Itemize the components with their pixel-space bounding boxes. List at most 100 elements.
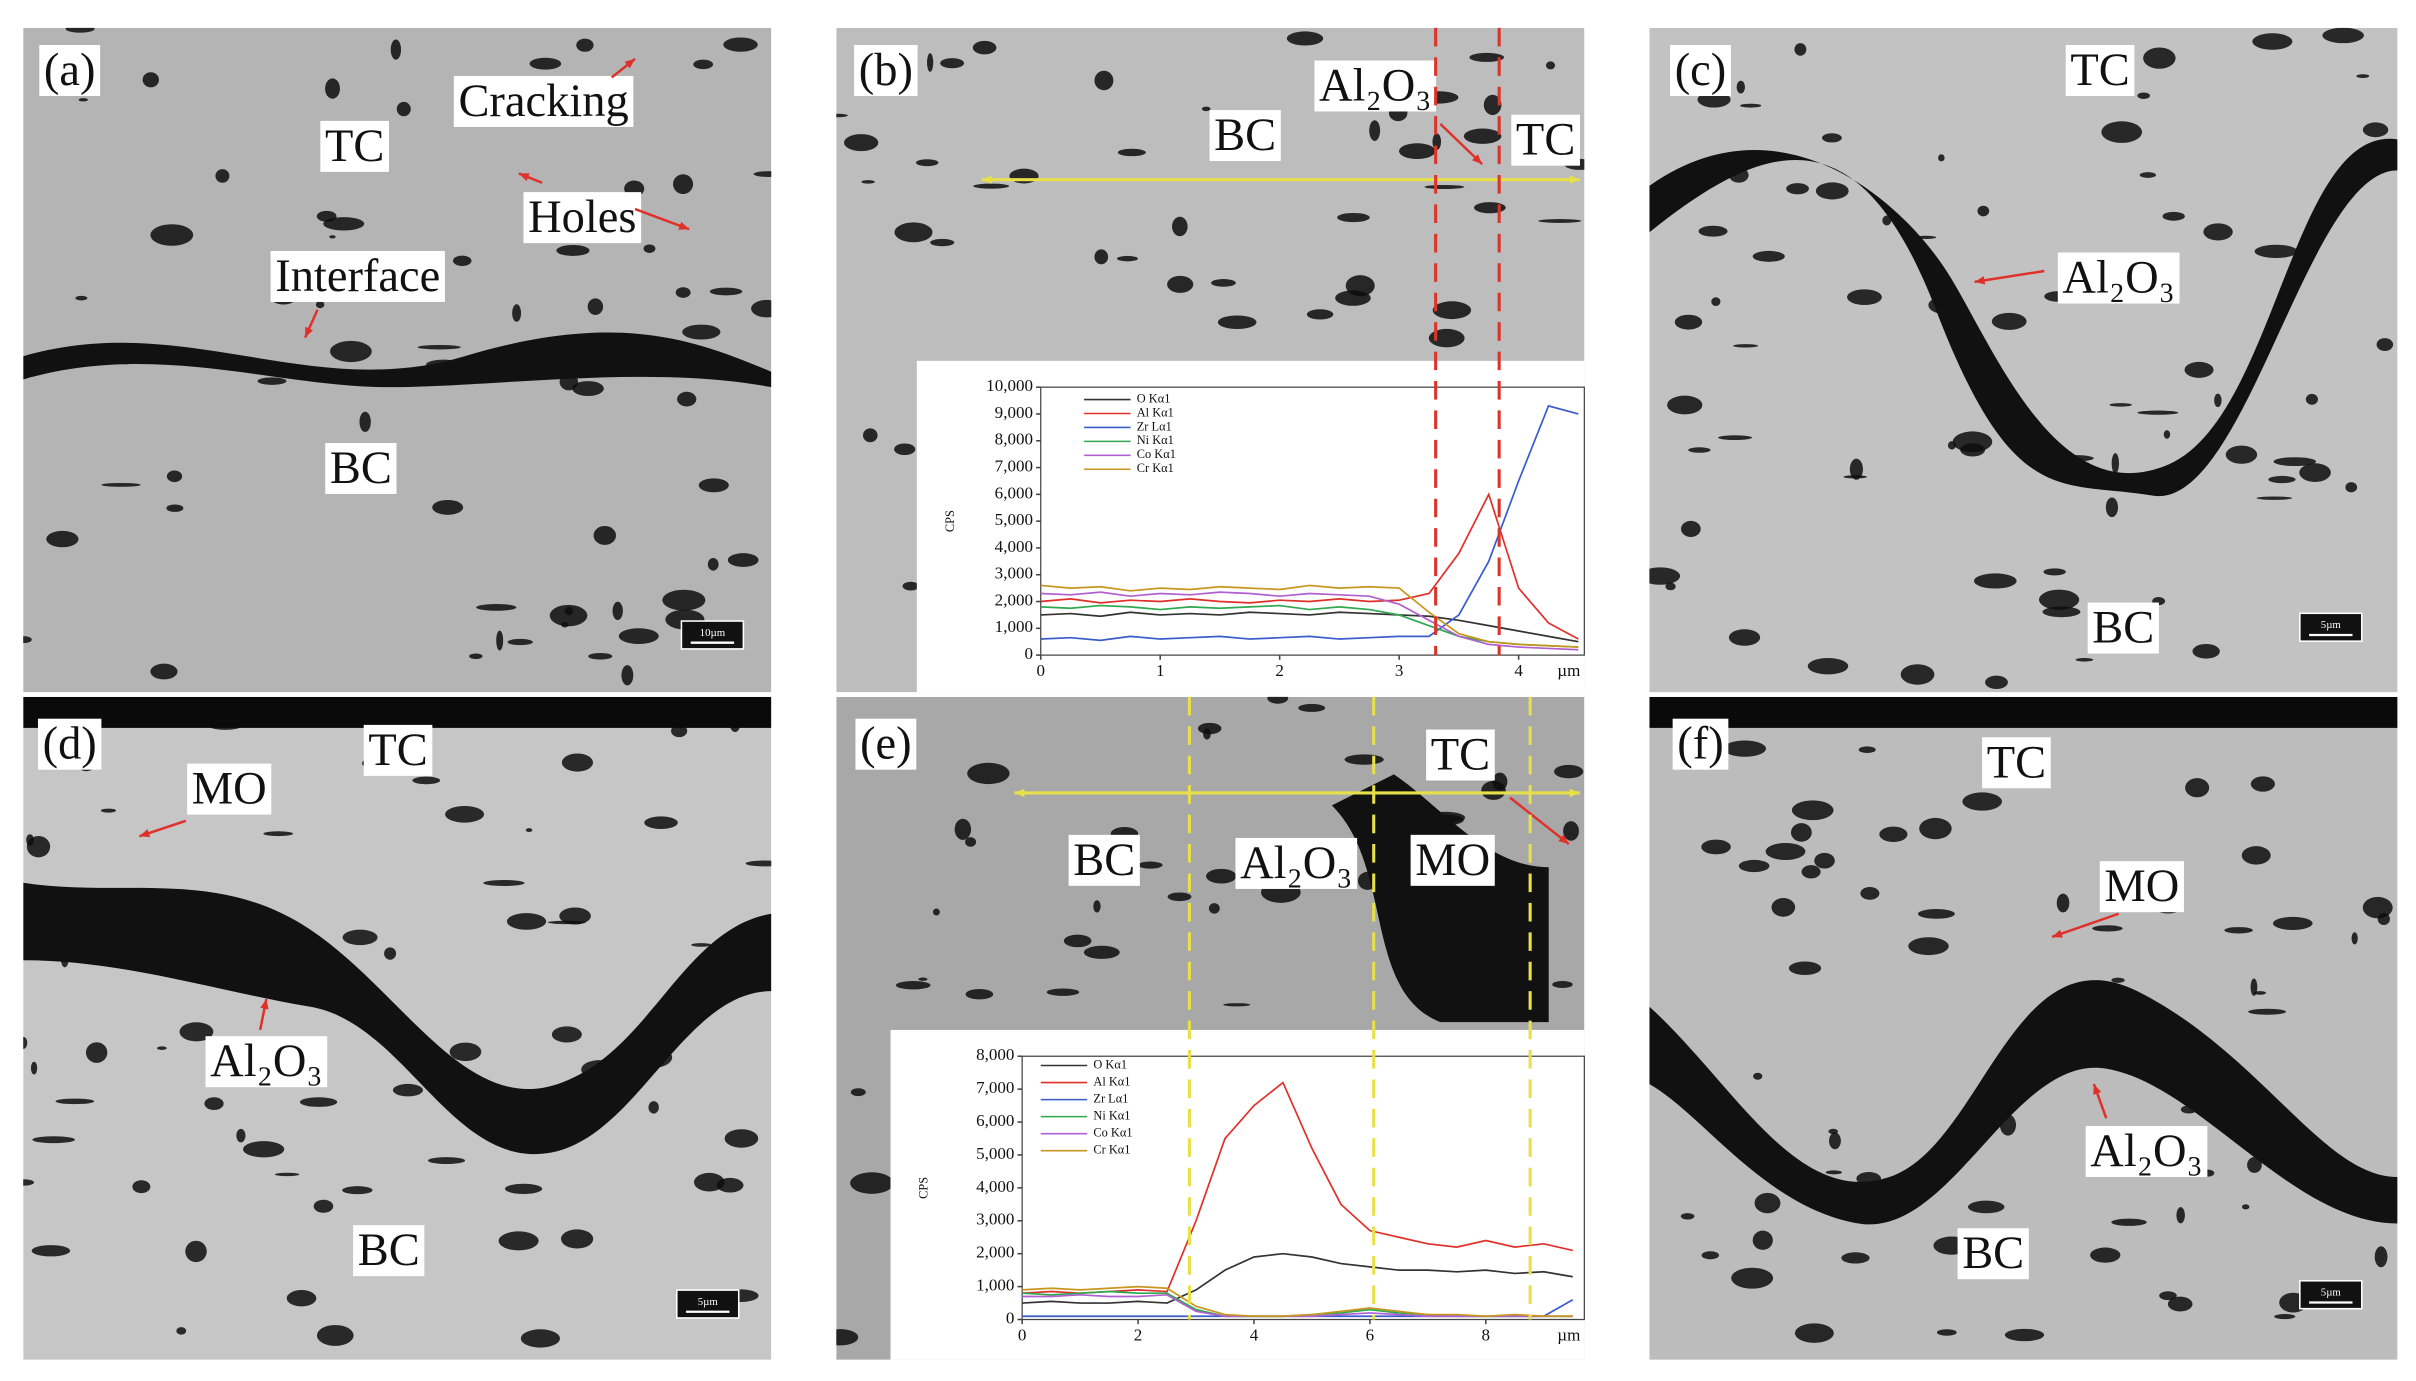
pore [323, 217, 365, 231]
y-tick-label: 10,000 [986, 376, 1033, 395]
pore [560, 1229, 594, 1249]
pore [1481, 780, 1506, 800]
annotation-box [187, 763, 272, 815]
pore [2256, 496, 2293, 500]
pore [723, 37, 758, 52]
pore [313, 1199, 334, 1213]
scale-bar-label: 5µm [2321, 1287, 2342, 1299]
pore [1938, 154, 1945, 162]
pore [1711, 297, 1721, 307]
annotation-box [353, 1225, 425, 1277]
pore [2299, 463, 2331, 482]
x-tick-label: 6 [1366, 1325, 1375, 1344]
arrow-head [1974, 276, 1986, 285]
pore [176, 1327, 187, 1335]
annotation: TC [2070, 45, 2129, 96]
pore [2214, 393, 2222, 408]
pore [520, 1329, 560, 1348]
series-line [1040, 584, 1579, 648]
annotation: Al₂O₃ [1240, 838, 1352, 889]
pore [894, 443, 916, 456]
arrow-head [518, 173, 530, 182]
pore [2039, 589, 2080, 610]
annotation-group: Al₂O₃ [2085, 1126, 2208, 1178]
pore [329, 235, 336, 239]
annotation: TC [1987, 737, 2046, 788]
pore [316, 210, 337, 222]
x-tick-label: 8 [1482, 1325, 1491, 1344]
pore [1754, 1192, 1781, 1214]
annotation: MO [1415, 835, 1490, 886]
pore [185, 1240, 207, 1263]
legend-label: Ni Kα1 [1093, 1108, 1130, 1122]
arrow-head [678, 221, 690, 230]
legend-label: Cr Kα1 [1093, 1143, 1130, 1157]
pore [150, 224, 194, 246]
pore [2250, 776, 2275, 792]
pore [85, 1042, 108, 1063]
y-tick-label: 4,000 [995, 537, 1033, 556]
pore [1211, 279, 1236, 287]
pore [1752, 1230, 1773, 1250]
y-tick-label: 7,000 [995, 456, 1033, 475]
pore [2248, 1008, 2287, 1015]
pore [1967, 1200, 2005, 1214]
pore [618, 628, 659, 644]
pore [179, 1022, 214, 1042]
x-tick-label: 3 [1395, 661, 1404, 680]
pore [315, 300, 325, 309]
annotation: TC [368, 725, 427, 776]
pore [1847, 289, 1882, 305]
pore [2362, 122, 2389, 138]
arrow-head [1569, 175, 1580, 184]
pore [2241, 846, 2271, 865]
pore [612, 601, 623, 621]
pore [1917, 909, 1955, 919]
annotation-group: TC [363, 724, 433, 776]
panel-label-group: (f) [1672, 718, 1729, 770]
pore [1203, 728, 1211, 740]
x-tick-label: 1 [1156, 661, 1165, 680]
pore [1306, 309, 1334, 320]
pore [709, 287, 743, 296]
panel-label: (c) [1675, 45, 1727, 96]
pore [1947, 441, 1957, 450]
pore [2159, 1291, 2177, 1301]
pore [507, 638, 533, 646]
pore [299, 1097, 338, 1107]
scale-bar-box [676, 1289, 740, 1319]
oxide-layer [1649, 138, 2398, 497]
arrow-head [305, 326, 314, 338]
pore [529, 57, 562, 70]
annotation-group: MO [1410, 834, 1495, 886]
pore [2272, 916, 2313, 930]
pore [263, 831, 294, 837]
pore [1753, 1072, 1763, 1080]
pore [662, 589, 706, 611]
pore [2241, 1204, 2250, 1210]
pore [1369, 120, 1381, 141]
x-tick-label: 0 [1018, 1325, 1027, 1344]
pore [753, 171, 772, 177]
series-line [1040, 611, 1579, 643]
pore [2043, 568, 2066, 576]
pore [862, 428, 878, 443]
pore [967, 762, 1010, 785]
annotation-group: BC [2087, 602, 2159, 654]
pore [2247, 1157, 2262, 1173]
annotation: Al₂O₃ [2062, 253, 2174, 304]
pore [2356, 74, 2370, 79]
scale-bar-box [2299, 612, 2363, 642]
annotation: BC [2092, 603, 2154, 654]
pore [648, 1101, 659, 1114]
pore [677, 391, 697, 407]
pore [1344, 754, 1384, 765]
pore [2345, 482, 2358, 493]
pore [561, 753, 594, 772]
pore [927, 53, 934, 72]
pore [673, 174, 694, 194]
legend-label: Ni Kα1 [1137, 433, 1174, 447]
pore [2252, 33, 2293, 50]
pore [1094, 70, 1114, 91]
panel-label-box [854, 44, 918, 96]
